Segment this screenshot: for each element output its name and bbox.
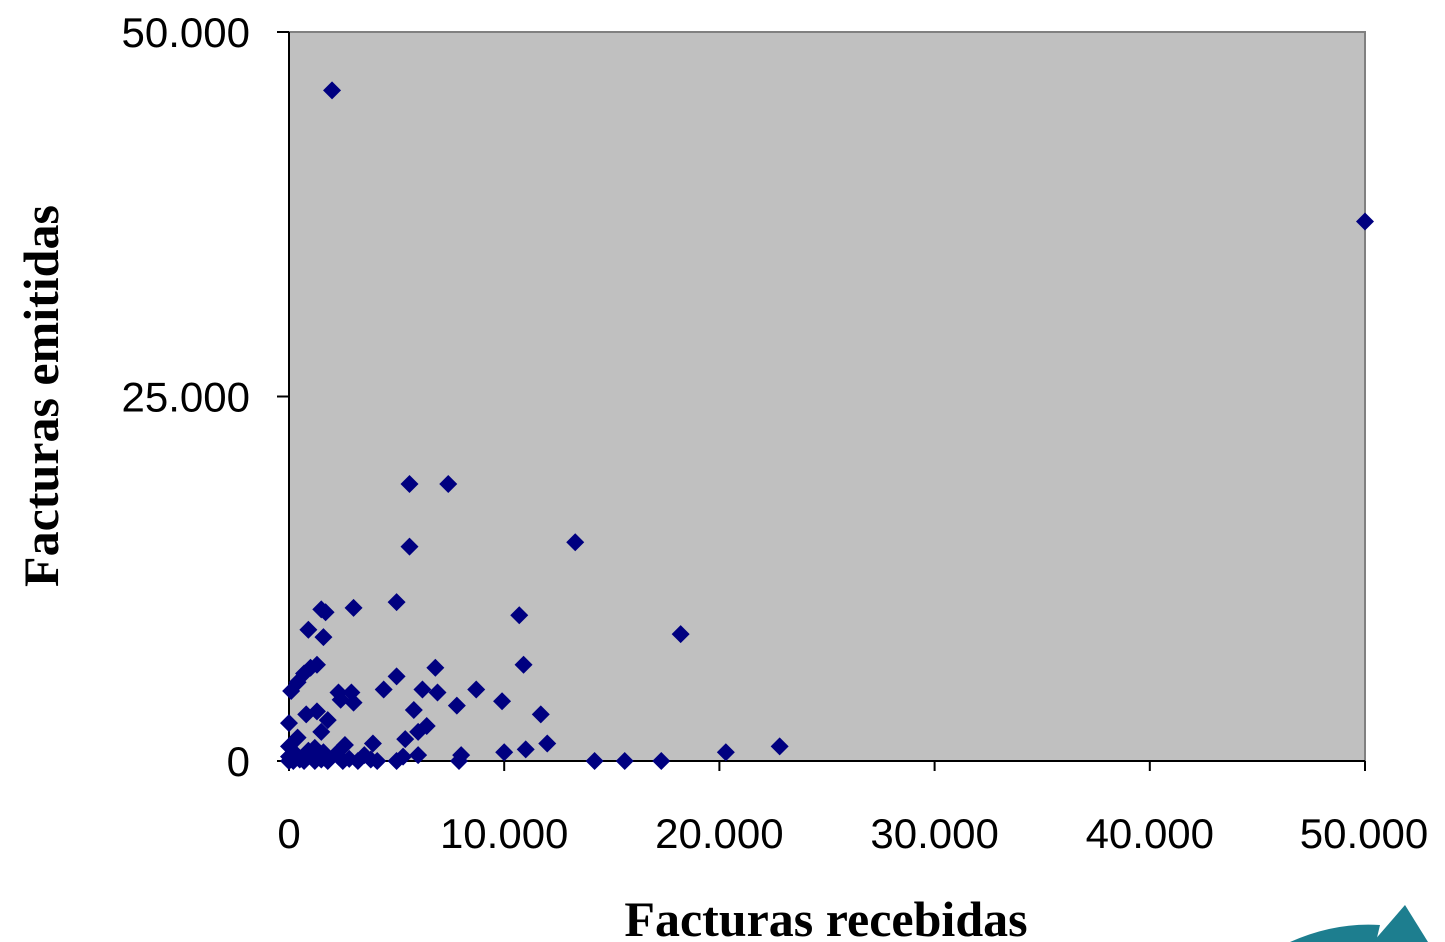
data-point — [299, 620, 318, 639]
data-point — [495, 743, 514, 762]
data-point — [1356, 212, 1374, 231]
data-point — [447, 696, 466, 715]
x-tick-label: 30.000 — [870, 810, 998, 857]
data-point — [531, 705, 550, 724]
data-point — [344, 693, 363, 712]
data-point — [396, 730, 415, 749]
data-point — [514, 655, 533, 674]
data-point — [318, 711, 337, 730]
data-point — [450, 752, 469, 770]
data-point — [312, 722, 331, 741]
data-point — [282, 682, 301, 701]
data-point — [331, 690, 350, 709]
x-tick-label: 20.000 — [655, 810, 783, 857]
y-tick-label: 0 — [227, 738, 250, 785]
data-point — [280, 714, 298, 733]
data-point — [363, 734, 382, 753]
logo-peak — [1373, 905, 1428, 942]
data-point — [652, 752, 671, 770]
data-point — [374, 680, 393, 699]
data-point — [428, 683, 447, 702]
data-point — [387, 752, 406, 770]
data-point — [426, 658, 445, 677]
y-tick-label: 50.000 — [122, 9, 250, 56]
x-tick-label: 10.000 — [440, 810, 568, 857]
data-point — [409, 722, 428, 741]
data-point — [387, 667, 406, 686]
data-point — [770, 737, 789, 756]
data-point — [348, 752, 367, 770]
data-point — [368, 752, 387, 770]
data-point — [413, 680, 432, 699]
data-point — [585, 752, 604, 770]
data-point — [400, 537, 419, 556]
x-axis-title: Facturas recebidas — [624, 891, 1027, 942]
x-axis-ticks: 0 10.000 20.000 30.000 40.000 50.000 — [277, 761, 1428, 857]
data-point — [316, 603, 335, 622]
data-point — [323, 81, 342, 100]
data-point — [387, 593, 406, 612]
y-axis-ticks: 0 25.000 50.000 — [122, 9, 289, 785]
data-point — [314, 628, 333, 647]
data-point — [538, 734, 557, 753]
data-point — [615, 752, 634, 770]
logo-swoosh — [1290, 924, 1380, 942]
data-point — [493, 692, 512, 711]
plot-area — [288, 31, 1366, 762]
x-tick-label: 50.000 — [1300, 810, 1428, 857]
y-axis-title: Facturas emitidas — [13, 205, 69, 587]
data-point — [404, 700, 423, 719]
data-point — [516, 740, 535, 759]
data-point — [566, 533, 585, 552]
data-point — [510, 606, 529, 625]
x-tick-label: 40.000 — [1086, 810, 1214, 857]
y-tick-label: 25.000 — [122, 374, 250, 421]
data-point — [439, 474, 458, 493]
data-point — [467, 680, 486, 699]
data-point — [400, 474, 419, 493]
data-point — [314, 743, 333, 762]
data-point — [286, 744, 305, 763]
data-point — [409, 746, 428, 765]
data-point — [329, 747, 348, 766]
data-point — [716, 743, 735, 762]
x-tick-label: 0 — [277, 810, 300, 857]
data-point — [344, 598, 363, 617]
data-points — [280, 81, 1374, 770]
data-point — [297, 705, 316, 724]
data-point — [671, 625, 690, 644]
logo — [1290, 905, 1428, 942]
